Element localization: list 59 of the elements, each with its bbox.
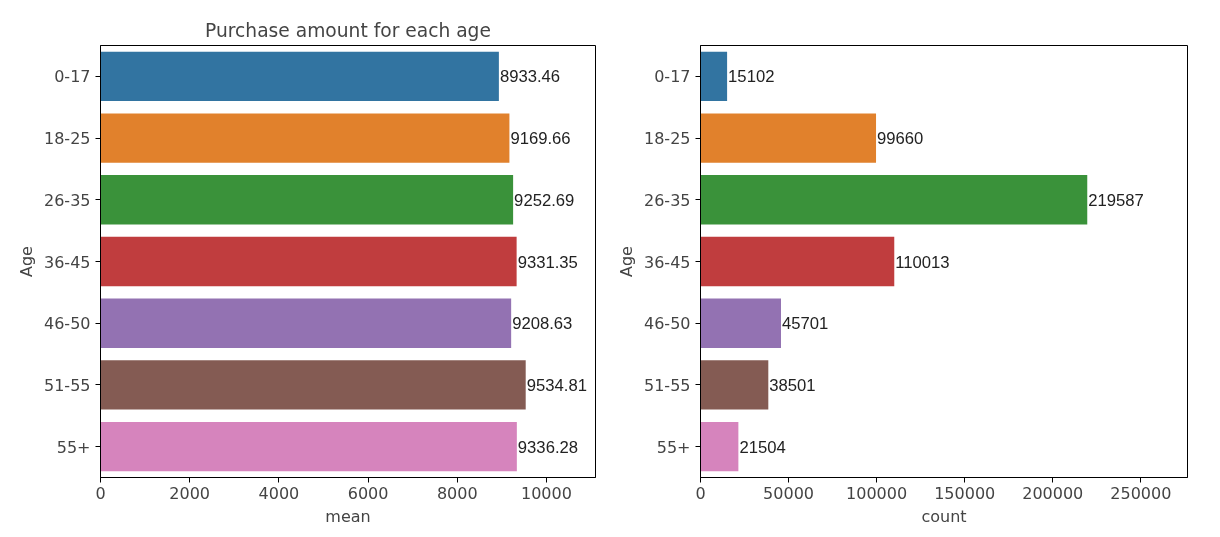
y-tick-label: 0-17 <box>654 67 691 87</box>
y-tick-label: 18-25 <box>44 129 91 149</box>
x-tick-label: 50000 <box>763 483 815 503</box>
x-tick-label: 6000 <box>347 483 389 503</box>
y-tick-label: 55+ <box>56 437 91 457</box>
data-label: 9331.35 <box>517 252 578 272</box>
x-tick-label: 0 <box>95 483 106 503</box>
x-tick-label: 200000 <box>1022 483 1084 503</box>
bar <box>700 113 877 163</box>
x-axis-title: count <box>921 506 967 526</box>
y-tick-label: 36-45 <box>44 252 91 272</box>
x-axis-title: mean <box>325 506 371 526</box>
y-tick-label: 18-25 <box>644 129 691 149</box>
data-label: 9169.66 <box>510 129 571 149</box>
y-tick-label: 0-17 <box>54 67 91 87</box>
bar <box>100 298 512 348</box>
y-axis-title: Age <box>617 246 637 277</box>
data-label: 9208.63 <box>512 314 573 334</box>
y-tick-label: 55+ <box>656 437 691 457</box>
x-tick-label: 100000 <box>846 483 908 503</box>
y-tick-label: 36-45 <box>644 252 691 272</box>
y-tick-label: 51-55 <box>44 375 91 395</box>
y-tick-label: 51-55 <box>644 375 691 395</box>
bar <box>700 236 895 287</box>
bar <box>100 113 510 163</box>
bar <box>100 421 517 472</box>
data-label: 15102 <box>728 67 775 87</box>
data-label: 21504 <box>739 437 786 457</box>
x-tick-label: 2000 <box>169 483 211 503</box>
bar <box>700 421 739 472</box>
bar <box>700 360 769 410</box>
data-label: 110013 <box>895 252 950 272</box>
data-label: 38501 <box>769 375 816 395</box>
bar <box>100 360 526 410</box>
x-tick-label: 10000 <box>521 483 572 503</box>
bar <box>100 175 514 225</box>
data-label: 99660 <box>877 129 924 149</box>
y-axis-title: Age <box>17 246 37 277</box>
x-tick-label: 8000 <box>436 483 478 503</box>
bar <box>700 298 781 348</box>
x-tick-label: 0 <box>695 483 706 503</box>
x-tick-label: 150000 <box>934 483 996 503</box>
bar <box>700 51 728 102</box>
data-label: 8933.46 <box>499 67 561 87</box>
data-label: 9252.69 <box>514 190 575 210</box>
x-tick-label: 4000 <box>258 483 300 503</box>
bar <box>100 51 499 102</box>
x-tick-label: 250000 <box>1110 483 1172 503</box>
bar <box>100 236 517 287</box>
y-tick-label: 26-35 <box>44 190 91 210</box>
y-tick-label: 46-50 <box>644 314 691 334</box>
data-label: 45701 <box>781 314 829 334</box>
bar <box>700 175 1088 225</box>
data-label: 9534.81 <box>526 375 587 395</box>
chart-title: Purchase amount for each age <box>205 19 491 41</box>
y-tick-label: 26-35 <box>644 190 691 210</box>
data-label: 9336.28 <box>517 437 579 457</box>
data-label: 219587 <box>1088 190 1144 210</box>
y-tick-label: 46-50 <box>44 314 91 334</box>
